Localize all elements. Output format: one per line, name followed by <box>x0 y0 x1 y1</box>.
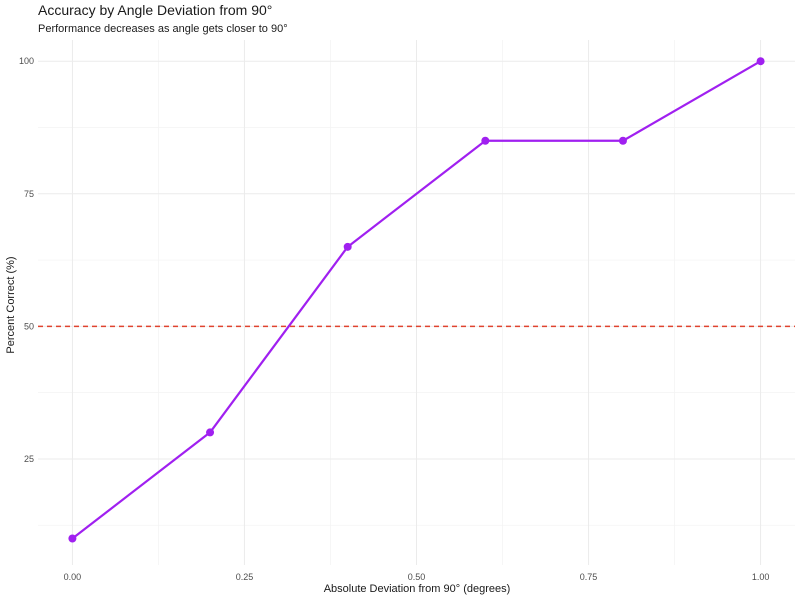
chart-subtitle: Performance decreases as angle gets clos… <box>38 23 288 35</box>
x-axis-ticks: 0.00 0.25 0.50 0.75 1.00 <box>64 572 770 582</box>
y-axis-title: Percent Correct (%) <box>5 256 17 353</box>
data-point <box>206 428 215 437</box>
data-point <box>481 136 490 145</box>
data-point <box>756 57 765 66</box>
data-point <box>618 136 627 145</box>
x-tick-label: 0.25 <box>236 572 254 582</box>
data-series <box>68 57 765 543</box>
y-tick-label: 100 <box>19 56 34 66</box>
x-tick-label: 0.00 <box>64 572 82 582</box>
x-tick-label: 0.75 <box>580 572 598 582</box>
series-line <box>71 60 762 540</box>
y-tick-label: 75 <box>24 189 34 199</box>
x-tick-label: 1.00 <box>752 572 770 582</box>
y-axis-ticks: 25 50 75 100 <box>19 56 34 464</box>
grid-lines <box>38 40 795 565</box>
data-point <box>68 534 77 543</box>
y-tick-label: 50 <box>24 321 34 331</box>
x-axis-title: Absolute Deviation from 90° (degrees) <box>324 583 511 595</box>
chart-title: Accuracy by Angle Deviation from 90° <box>38 2 272 18</box>
x-tick-label: 0.50 <box>408 572 426 582</box>
y-tick-label: 25 <box>24 454 34 464</box>
data-point <box>343 242 352 251</box>
